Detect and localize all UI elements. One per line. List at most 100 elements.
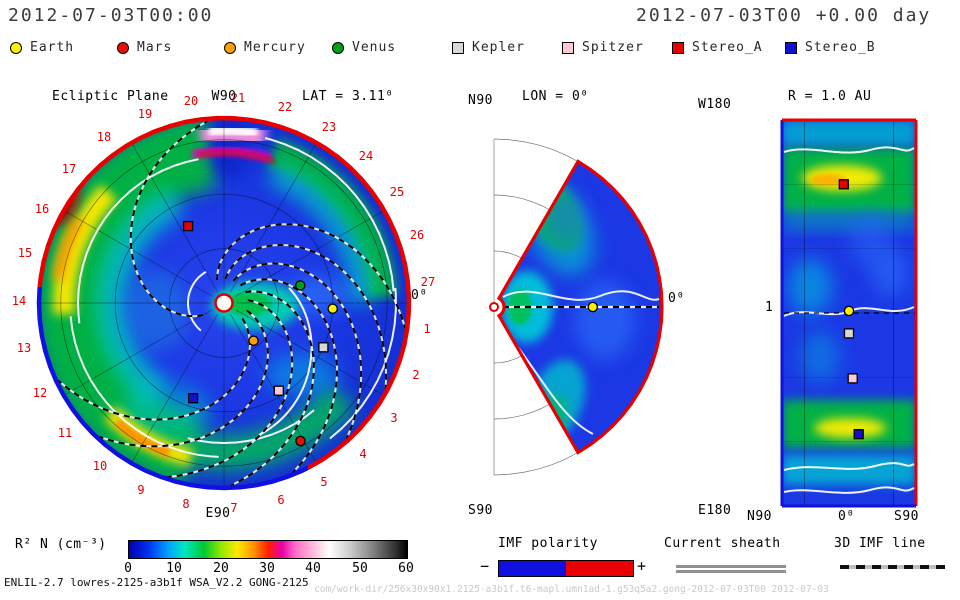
carrington-label-2: 2 <box>412 368 420 382</box>
legend-item-stereo_a: Stereo_A <box>672 40 763 55</box>
ecliptic-zero-label: 0⁰ <box>411 288 428 303</box>
marker-earth <box>587 301 599 313</box>
legend-item-venus: Venus <box>332 40 396 55</box>
legend-marker-mercury-icon <box>224 41 236 54</box>
carrington-label-23: 23 <box>321 120 337 134</box>
legend-item-kepler: Kepler <box>452 40 525 55</box>
carrington-label-18: 18 <box>96 130 112 144</box>
current-sheath-line-sample-2 <box>676 570 786 573</box>
latlon-n90-label: N90 <box>747 509 772 524</box>
legend-label: Stereo_B <box>805 40 876 55</box>
colorbar-tick-50: 50 <box>352 561 368 576</box>
legend-item-spitzer: Spitzer <box>562 40 644 55</box>
carrington-label-26: 26 <box>409 228 425 242</box>
imf-minus-sign: − <box>480 557 490 575</box>
ecliptic-plane-panel <box>36 115 412 491</box>
latlon-w180-label: W180 <box>698 97 732 112</box>
latlon-s90-label: S90 <box>894 509 919 524</box>
carrington-label-7: 7 <box>230 501 238 515</box>
legend-label: Kepler <box>472 40 525 55</box>
imf-polarity-bar <box>498 560 634 577</box>
colorbar-tick-0: 0 <box>124 561 132 576</box>
carrington-label-24: 24 <box>358 149 374 163</box>
carrington-label-21: 21 <box>230 91 246 105</box>
legend-marker-earth-icon <box>10 41 22 54</box>
marker-spitzer <box>273 385 284 396</box>
colorbar-tick-10: 10 <box>166 561 182 576</box>
latlon-zero-label: 0⁰ <box>838 509 855 524</box>
sun-meridional <box>489 302 499 312</box>
carrington-label-14: 14 <box>11 294 27 308</box>
carrington-label-20: 20 <box>183 94 199 108</box>
ecliptic-object-markers <box>182 220 338 447</box>
carrington-label-17: 17 <box>61 162 77 176</box>
legend-marker-kepler-icon <box>452 41 464 54</box>
legend-label: Spitzer <box>582 40 644 55</box>
meridional-title: LON = 0⁰ <box>522 89 589 104</box>
legend-label: Mars <box>137 40 173 55</box>
legend-item-earth: Earth <box>10 40 74 55</box>
legend-marker-spitzer-icon <box>562 41 574 54</box>
carrington-label-13: 13 <box>16 341 32 355</box>
sun-ecliptic <box>214 293 234 313</box>
meridional-plane-panel <box>489 138 664 476</box>
carrington-label-5: 5 <box>320 475 328 489</box>
marker-earth <box>843 305 855 317</box>
ecliptic-w90-label: W90 <box>211 89 237 104</box>
ecliptic-polarity-rim <box>36 115 412 491</box>
marker-earth <box>327 303 338 314</box>
ecliptic-lat-label: LAT = 3.11⁰ <box>302 89 394 104</box>
marker-stereo_b <box>187 393 199 404</box>
ecliptic-e90-label: E90 <box>205 506 231 521</box>
latlon-polarity-rim <box>780 118 918 508</box>
ecliptic-imf-lines <box>57 119 407 487</box>
imf-negative-swatch <box>499 561 566 576</box>
marker-stereo_a <box>182 220 194 232</box>
current-sheath-line-sample <box>676 565 786 568</box>
legend-item-stereo_b: Stereo_B <box>785 40 876 55</box>
marker-kepler <box>318 342 329 353</box>
colorbar-tick-20: 20 <box>213 561 229 576</box>
timestamp-left: 2012-07-03T00:00 <box>8 5 214 26</box>
ecliptic-title: Ecliptic Plane <box>52 89 169 104</box>
legend-item-mars: Mars <box>117 40 172 55</box>
latlon-object-markers <box>838 179 864 440</box>
latlon-e180-label: E180 <box>698 503 732 518</box>
timestamp-right: 2012-07-03T00 +0.00 day <box>636 5 932 26</box>
carrington-label-19: 19 <box>137 107 153 121</box>
carrington-label-4: 4 <box>359 447 367 461</box>
meridional-s90-label: S90 <box>468 503 493 518</box>
carrington-label-9: 9 <box>137 483 145 497</box>
colorbar-label: R² N (cm⁻³) <box>15 537 107 552</box>
carrington-label-6: 6 <box>277 493 285 507</box>
ecliptic-current-sheet-lines <box>69 137 397 458</box>
marker-kepler <box>843 328 855 339</box>
colorbar-tick-30: 30 <box>259 561 275 576</box>
legend-marker-mars-icon <box>117 41 129 54</box>
colorbar-tick-60: 60 <box>398 561 414 576</box>
colorbar-tick-40: 40 <box>305 561 321 576</box>
marker-stereo_a <box>838 179 849 190</box>
latlon-tick-1: 1 <box>765 300 774 315</box>
carrington-label-25: 25 <box>389 185 405 199</box>
carrington-label-27: 27 <box>420 275 436 289</box>
imf-line-sample <box>840 565 945 569</box>
legend-marker-stereo_a-icon <box>672 41 684 54</box>
legend-marker-venus-icon <box>332 41 344 54</box>
legend-label: Mercury <box>244 40 306 55</box>
carrington-label-16: 16 <box>34 202 50 216</box>
carrington-label-1: 1 <box>423 322 431 336</box>
imf-plus-sign: + <box>637 557 647 575</box>
run-path-footer: com/work-dir/256x30x90x1.2125-a3b1f.t6-m… <box>314 584 829 595</box>
marker-mercury <box>248 335 259 346</box>
latlon-title: R = 1.0 AU <box>788 89 872 104</box>
legend-item-mercury: Mercury <box>224 40 306 55</box>
meridional-zero-label: 0⁰ <box>668 291 685 306</box>
ecliptic-grid <box>39 118 409 488</box>
meridional-boundary <box>496 159 664 455</box>
carrington-label-15: 15 <box>17 246 33 260</box>
carrington-label-3: 3 <box>390 411 398 425</box>
carrington-label-11: 11 <box>57 426 73 440</box>
imf-polarity-label: IMF polarity <box>498 536 598 551</box>
marker-venus <box>295 280 306 291</box>
